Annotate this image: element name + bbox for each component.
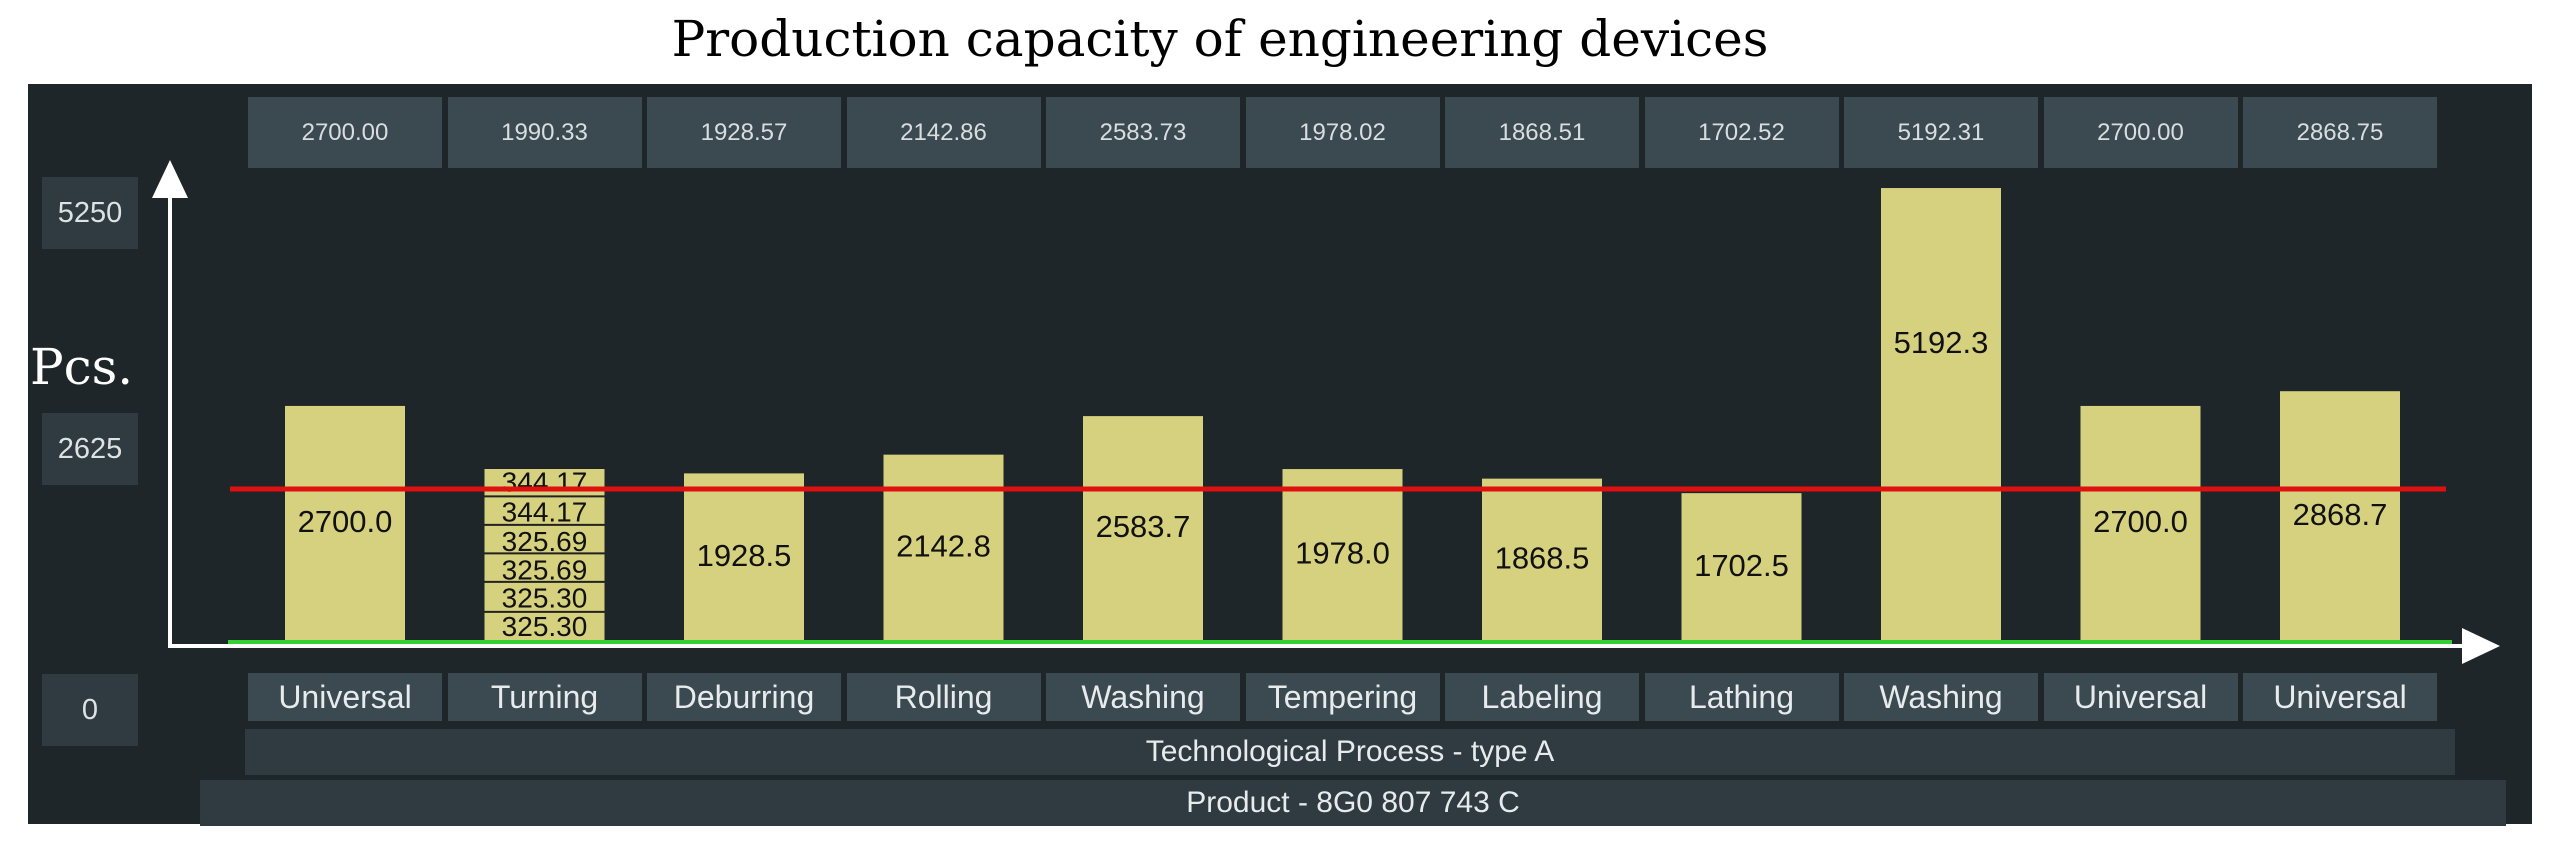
data-label: 2868.7 [2293,497,2388,532]
bar [1681,493,1802,642]
capacity-label: 2700.00 [2043,97,2238,169]
bar [285,405,405,642]
capacity-label: 1928.57 [647,97,841,169]
x-tick-label: Universal [248,673,442,721]
bar [684,473,804,642]
bar [1282,469,1403,642]
data-label: 2700.0 [2093,504,2188,539]
bar [2280,391,2400,642]
x-tick-label: Deburring [647,673,841,721]
data-label: 1868.5 [1495,541,1590,576]
segment-label: 325.30 [502,611,588,642]
y-tick-label: 0 [42,674,138,746]
data-label: 2142.8 [896,529,991,564]
capacity-label: 2868.75 [2243,97,2437,169]
y-axis-label: Pcs. [30,338,134,396]
bar [2080,405,2201,642]
x-tick-label: Lathing [1644,673,1839,721]
data-label: 2700.0 [298,504,393,539]
bar [1482,478,1602,642]
capacity-label: 1702.52 [1644,97,1839,169]
process-band: Technological Process - type A [245,729,2455,775]
capacity-label: 2142.86 [846,97,1041,169]
x-axis-arrow-icon [2462,628,2500,664]
x-tick-label: Turning [447,673,642,721]
data-label: 5192.3 [1894,325,1989,360]
product-band: Product - 8G0 807 743 C [200,780,2506,826]
segment-label: 344.17 [502,497,588,528]
data-label: 2583.7 [1096,509,1191,544]
capacity-label: 2700.00 [248,97,442,169]
capacity-label: 1978.02 [1245,97,1440,169]
capacity-label: 1868.51 [1445,97,1639,169]
x-tick-label: Universal [2243,673,2437,721]
data-label: 1702.5 [1694,548,1789,583]
x-tick-label: Rolling [846,673,1041,721]
capacity-label: 5192.31 [1844,97,2038,169]
capacity-label: 2583.73 [1046,97,1240,169]
bar [1083,416,1203,642]
segment-label: 325.69 [502,526,588,557]
segment-label: 325.30 [502,583,588,614]
x-tick-label: Washing [1046,673,1240,721]
y-axis-arrow-icon [152,160,188,198]
data-label: 1978.0 [1295,536,1390,571]
x-tick-label: Universal [2043,673,2238,721]
y-tick-label: 5250 [42,177,138,249]
capacity-label: 1990.33 [447,97,642,169]
y-tick-label: 2625 [42,413,138,485]
x-tick-label: Washing [1844,673,2038,721]
data-label: 1928.5 [697,538,792,573]
x-tick-label: Labeling [1445,673,1639,721]
x-tick-label: Tempering [1245,673,1440,721]
segment-label: 344.17 [502,466,588,497]
bar [883,454,1004,642]
chart-title: Production capacity of engineering devic… [671,10,1769,68]
segment-label: 325.69 [502,554,588,585]
bar [1881,188,2001,642]
